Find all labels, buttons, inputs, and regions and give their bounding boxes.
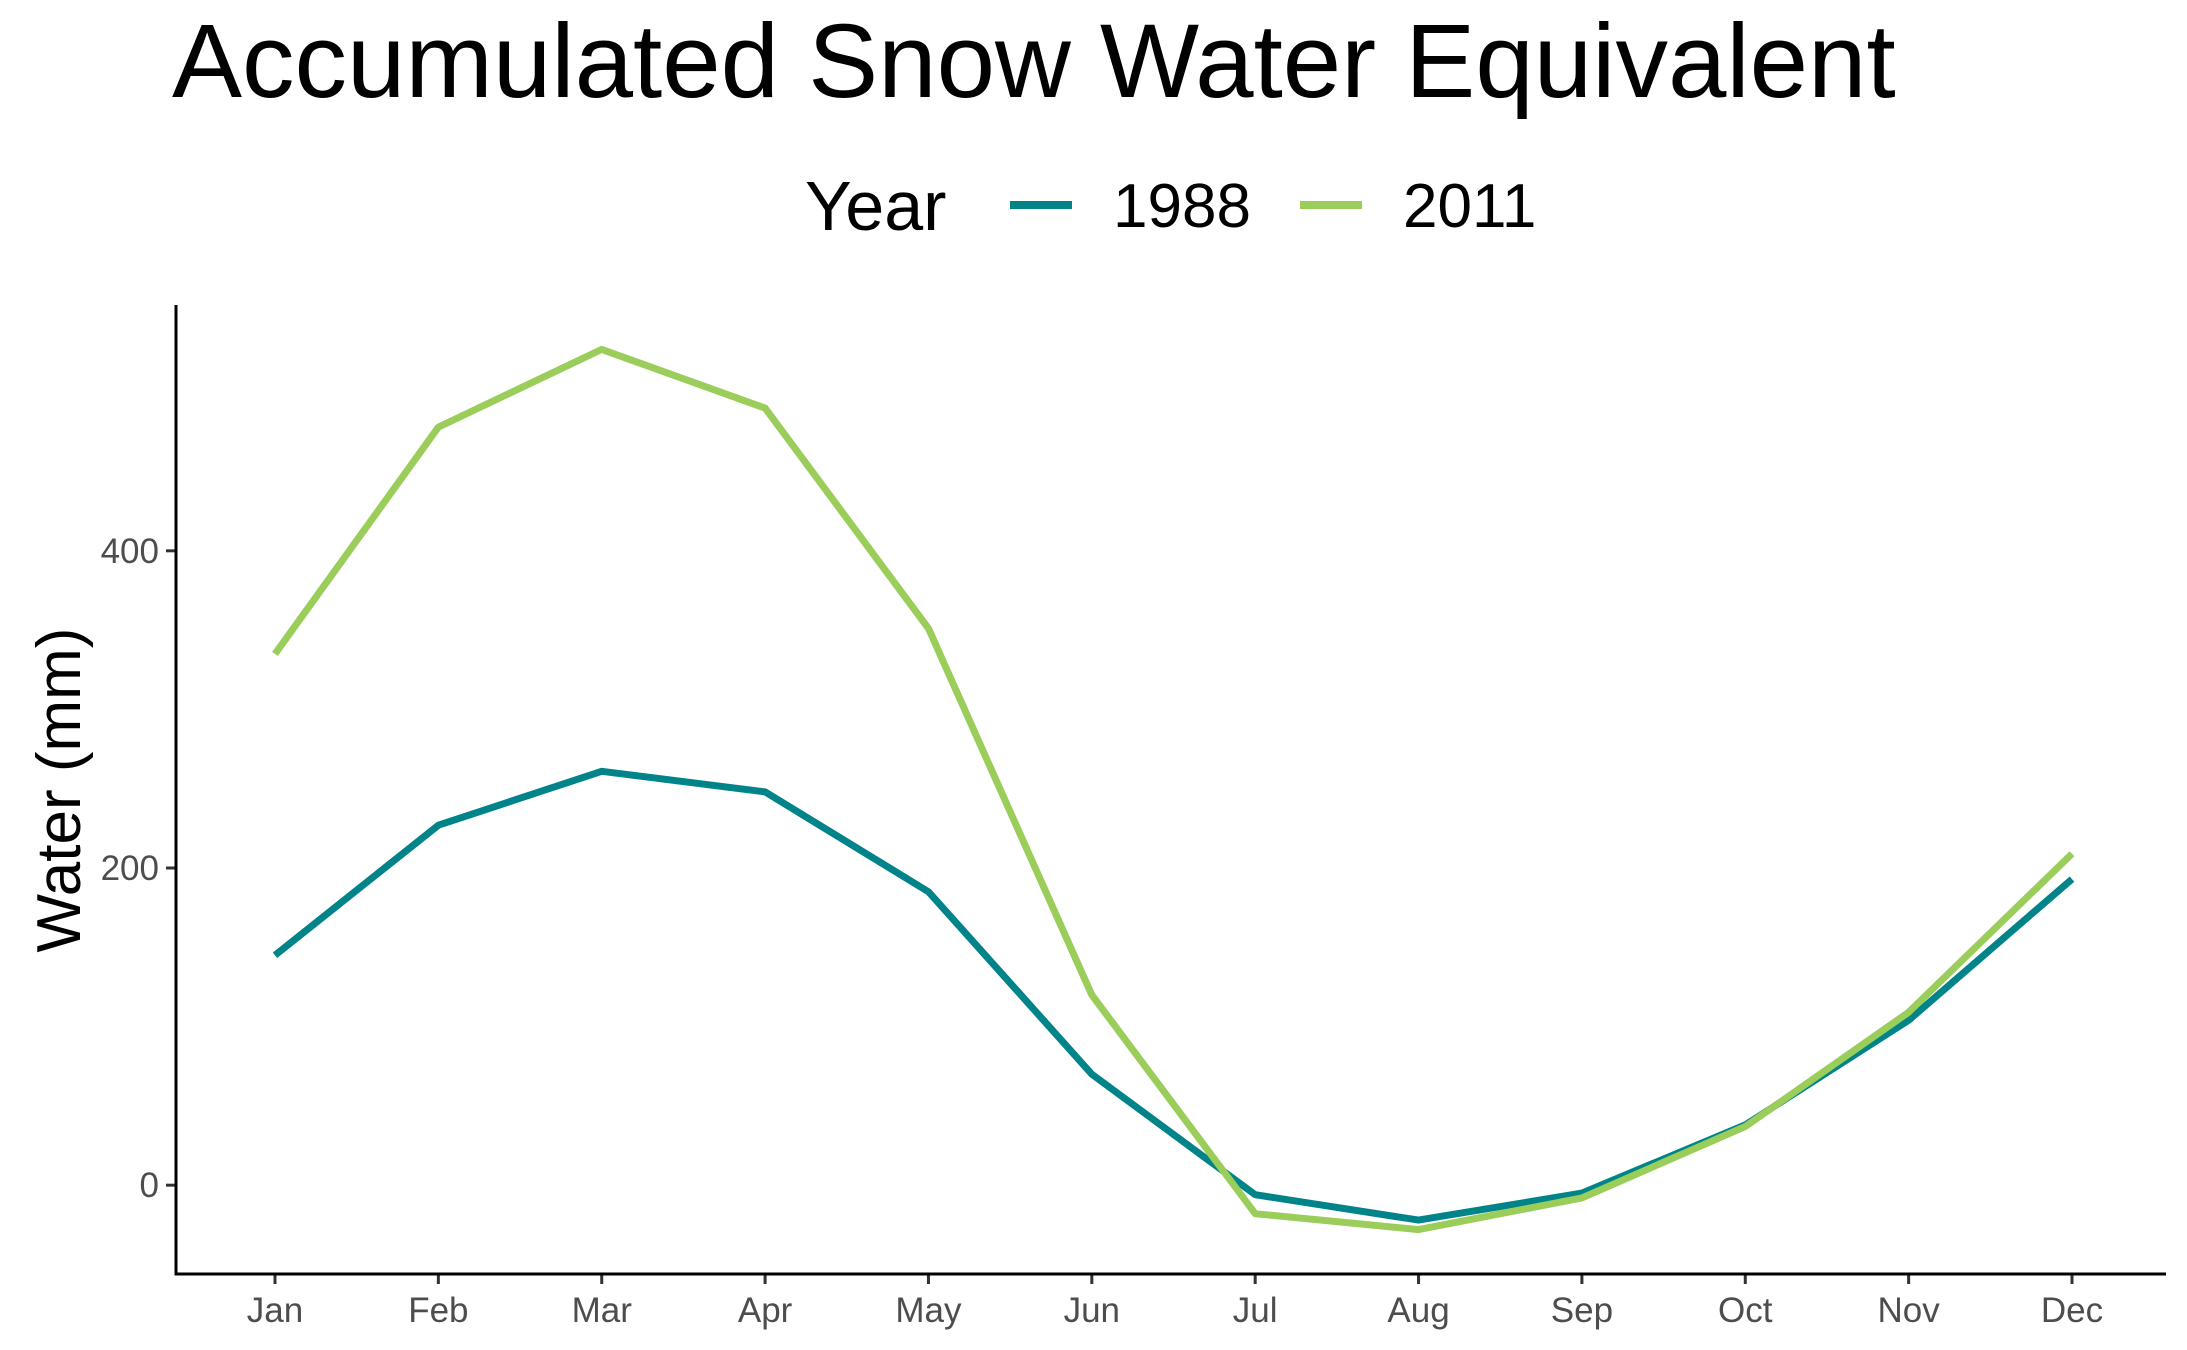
legend-label-2011: 2011 <box>1403 172 1536 241</box>
series-line-2011 <box>272 345 2075 1234</box>
y-axis-ticks: 0 200 400 <box>101 532 176 1205</box>
x-tick-label: Nov <box>1878 1291 1941 1330</box>
legend-label-1988: 1988 <box>1113 172 1251 241</box>
x-tick-label: Aug <box>1387 1291 1449 1330</box>
series-line-1988 <box>272 767 2075 1224</box>
x-tick-label: Jan <box>247 1291 303 1330</box>
legend-title: Year <box>805 167 946 245</box>
chart-title: Accumulated Snow Water Equivalent <box>172 3 1896 120</box>
x-tick-label: Dec <box>2041 1291 2103 1330</box>
x-tick-label: Feb <box>408 1291 468 1330</box>
y-axis-title: Water (mm) <box>25 628 94 953</box>
x-tick-label: Apr <box>738 1291 793 1330</box>
y-tick-label: 0 <box>140 1166 159 1205</box>
x-tick-label: Oct <box>1718 1291 1773 1330</box>
x-tick-label: Jul <box>1233 1291 1278 1330</box>
legend: Year 1988 2011 <box>805 167 1536 245</box>
plot-area: 0 200 400 Jan Feb Mar Apr May Jun Jul Aug Sep Oct No… <box>101 305 2166 1330</box>
y-tick-label: 400 <box>101 532 159 571</box>
x-tick-label: May <box>895 1291 962 1330</box>
x-tick-label: Mar <box>572 1291 633 1330</box>
x-axis-ticks: Jan Feb Mar Apr May Jun Jul Aug Sep Oct Nov Dec <box>247 1274 2103 1330</box>
y-tick-label: 200 <box>101 849 159 888</box>
x-tick-label: Sep <box>1551 1291 1613 1330</box>
series-layer <box>272 345 2075 1234</box>
x-tick-label: Jun <box>1064 1291 1120 1330</box>
